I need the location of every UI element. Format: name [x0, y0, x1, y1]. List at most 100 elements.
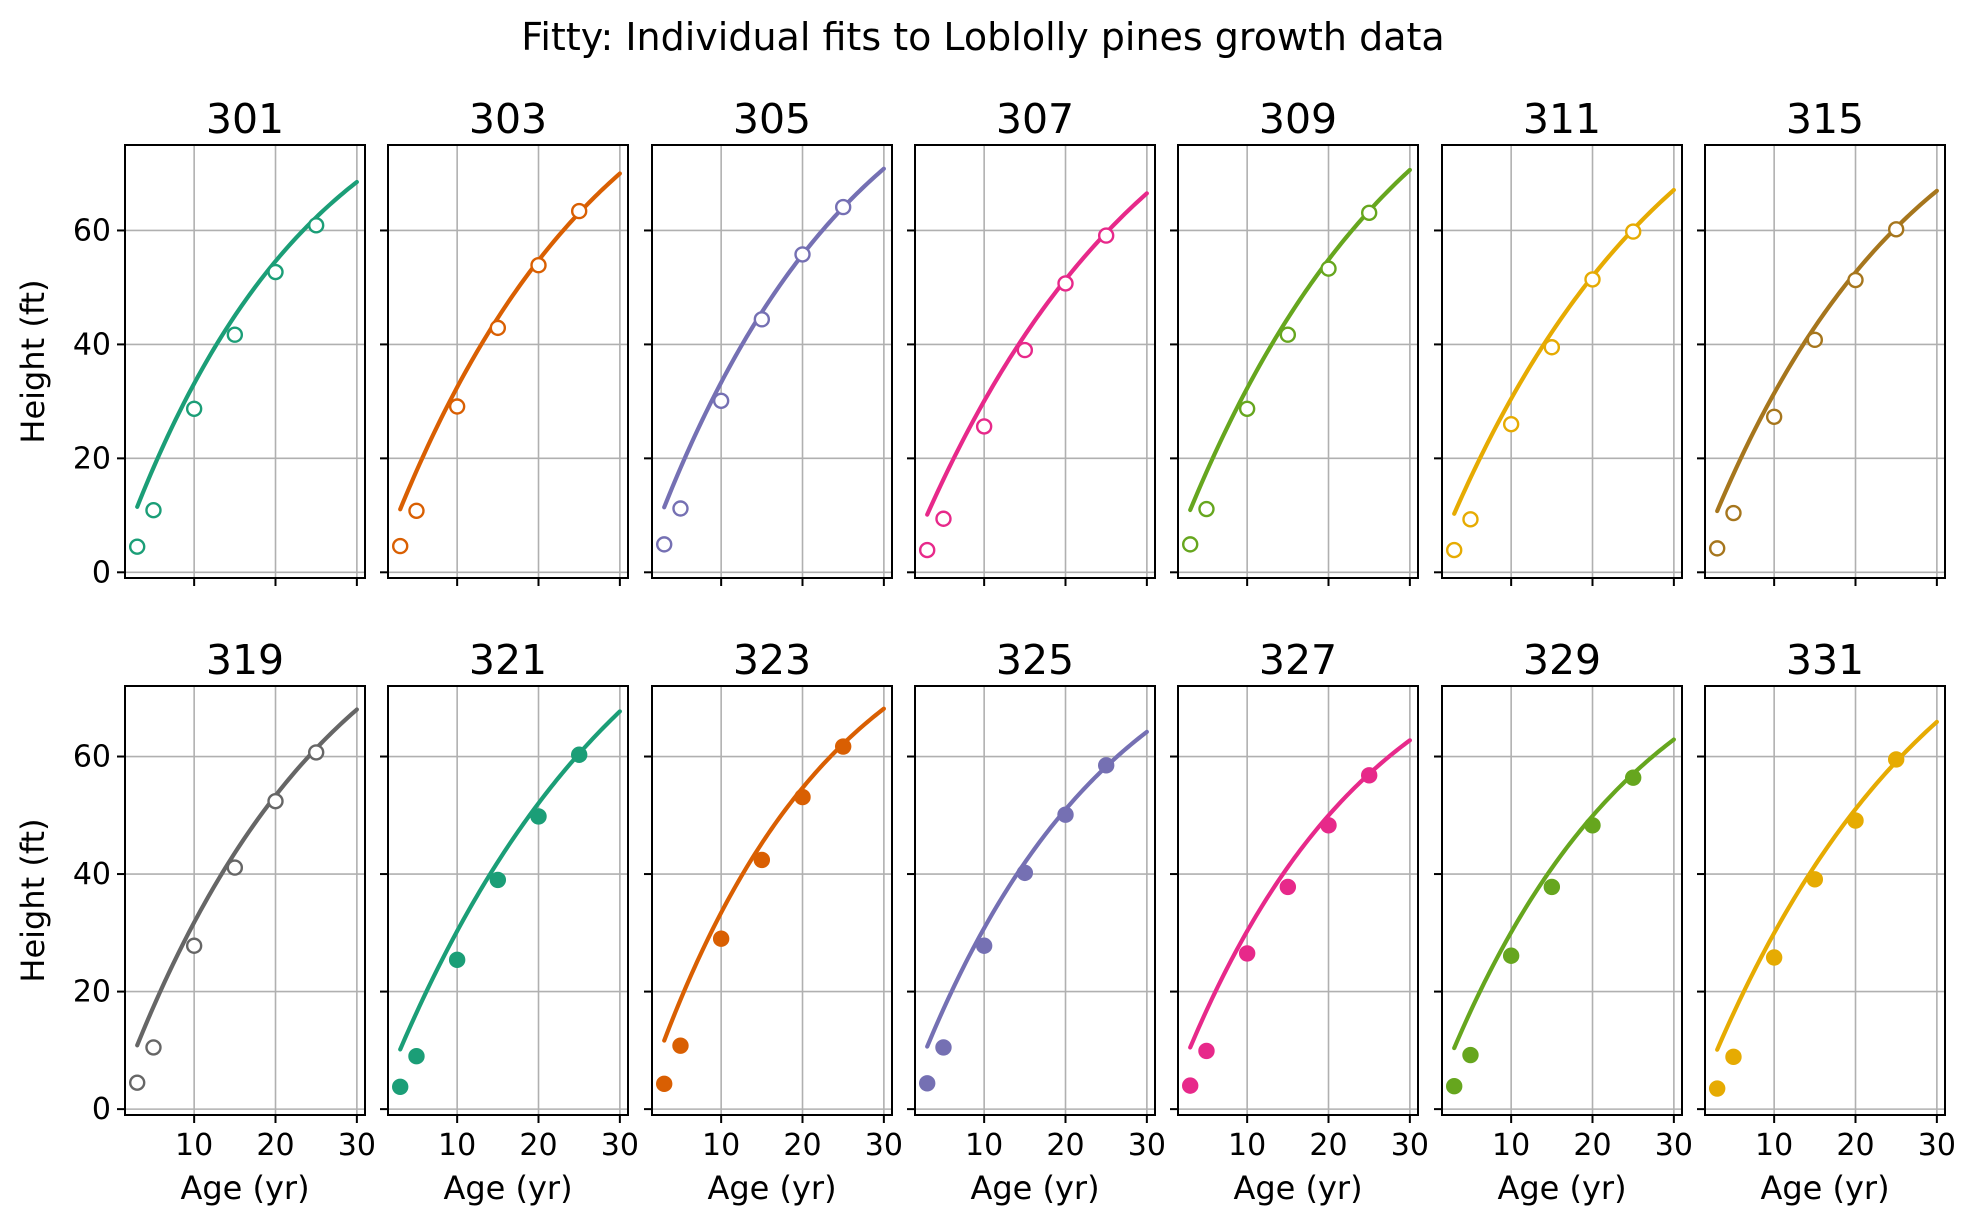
data-point: [392, 1078, 409, 1095]
x-axis-label: Age (yr): [443, 1169, 572, 1207]
data-point: [129, 1074, 146, 1091]
data-point: [1709, 540, 1726, 557]
panel-title: 303: [469, 95, 547, 143]
data-point: [1543, 339, 1561, 356]
data-point: [307, 744, 325, 761]
data-point: [489, 871, 507, 889]
y-axis-label: Height (ft): [14, 279, 52, 443]
panel-grid: 0 20 40 60 301 Height (ft) 303 305 307 309 311 315 1…: [14, 95, 1956, 1207]
fit-line: [1452, 737, 1676, 1051]
axes-frame: [1441, 144, 1683, 579]
data-point: [834, 738, 852, 755]
data-point: [1584, 271, 1601, 288]
panel-331: 10 20 30 331 Age (yr): [1697, 636, 1956, 1207]
x-tick-label: 10: [1492, 1128, 1530, 1163]
x-axis-label: Age (yr): [1760, 1169, 1889, 1207]
axes-frame: [651, 144, 893, 579]
fit-line: [1188, 738, 1412, 1050]
axes-frame: [124, 685, 366, 1116]
data-point: [919, 541, 936, 559]
fit-line: [135, 179, 359, 509]
data-point: [1806, 871, 1824, 888]
x-axis-label: Age (yr): [180, 1169, 309, 1207]
axes-frame: [914, 685, 1156, 1116]
panel-329: 10 20 30 329 Age (yr): [1434, 636, 1693, 1207]
panel-title: 319: [206, 636, 284, 684]
x-tick-label: 30: [1128, 1128, 1166, 1163]
figure-title: Fitty: Individual fits to Loblolly pines…: [521, 15, 1444, 59]
x-tick-label: 30: [338, 1128, 376, 1163]
data-point: [185, 937, 203, 954]
data-point: [834, 198, 852, 216]
panel-title: 305: [733, 95, 811, 143]
x-axis-label: Age (yr): [707, 1169, 836, 1207]
axes-frame: [914, 144, 1156, 579]
data-point: [145, 502, 162, 519]
data-point: [1360, 204, 1378, 221]
panel-title: 309: [1259, 95, 1337, 143]
data-point: [1765, 408, 1783, 425]
x-tick-label: 20: [1046, 1128, 1084, 1163]
data-point: [226, 326, 244, 343]
x-tick-label: 30: [865, 1128, 903, 1163]
y-tick-label: 60: [73, 213, 111, 248]
panel-311: 311: [1434, 95, 1683, 586]
panel-title: 301: [206, 95, 284, 143]
panel-title: 311: [1523, 95, 1601, 143]
data-point: [1709, 1080, 1726, 1097]
axes-frame: [651, 685, 893, 1116]
x-tick-label: 10: [438, 1128, 476, 1163]
data-point: [1279, 326, 1297, 343]
data-point: [530, 257, 547, 274]
axes-frame: [1177, 144, 1419, 579]
data-point: [1016, 864, 1034, 882]
data-point: [672, 1037, 689, 1054]
panel-title: 315: [1786, 95, 1864, 143]
data-point: [1057, 806, 1074, 823]
data-point: [129, 538, 146, 555]
axes-frame: [1704, 144, 1946, 579]
panel-title: 327: [1259, 636, 1337, 684]
data-point: [1097, 227, 1115, 244]
panel-title: 329: [1523, 636, 1601, 684]
axes-frame: [387, 685, 629, 1116]
panel-325: 10 20 30 325 Age (yr): [907, 636, 1166, 1207]
fit-line: [925, 729, 1149, 1049]
data-point: [1198, 500, 1215, 518]
data-point: [1182, 536, 1199, 553]
panel-303: 303: [380, 95, 629, 586]
x-axis-label: Age (yr): [1497, 1169, 1626, 1207]
panel-title: 331: [1786, 636, 1864, 684]
data-point: [1320, 260, 1337, 277]
data-point: [1446, 1078, 1463, 1095]
data-point: [1279, 878, 1297, 896]
x-tick-label: 10: [1228, 1128, 1266, 1163]
fit-line: [398, 709, 622, 1052]
data-point: [794, 246, 811, 263]
data-point: [1806, 331, 1824, 349]
data-point: [975, 418, 993, 435]
data-point: [656, 1075, 673, 1093]
x-axis-label: Age (yr): [970, 1169, 1099, 1207]
data-point: [145, 1039, 162, 1056]
y-tick-label: 40: [73, 857, 111, 892]
data-point: [672, 500, 689, 517]
data-point: [448, 398, 466, 415]
panel-319: 10 20 30 0 20 40 60 319 Age (yr) Height (ft): [14, 636, 376, 1207]
data-point: [307, 217, 325, 234]
data-point: [1016, 341, 1034, 359]
x-tick-label: 20: [783, 1128, 821, 1163]
data-point: [408, 502, 425, 519]
data-point: [1765, 949, 1783, 966]
data-point: [570, 202, 588, 220]
x-tick-label: 30: [1918, 1128, 1956, 1163]
data-point: [1847, 271, 1864, 289]
fit-line: [1452, 187, 1676, 516]
data-point: [267, 792, 284, 810]
data-point: [935, 1039, 952, 1056]
x-tick-label: 10: [1755, 1128, 1793, 1163]
data-point: [392, 537, 409, 555]
fit-line: [1715, 188, 1939, 514]
y-axis-label: Height (ft): [14, 818, 52, 982]
